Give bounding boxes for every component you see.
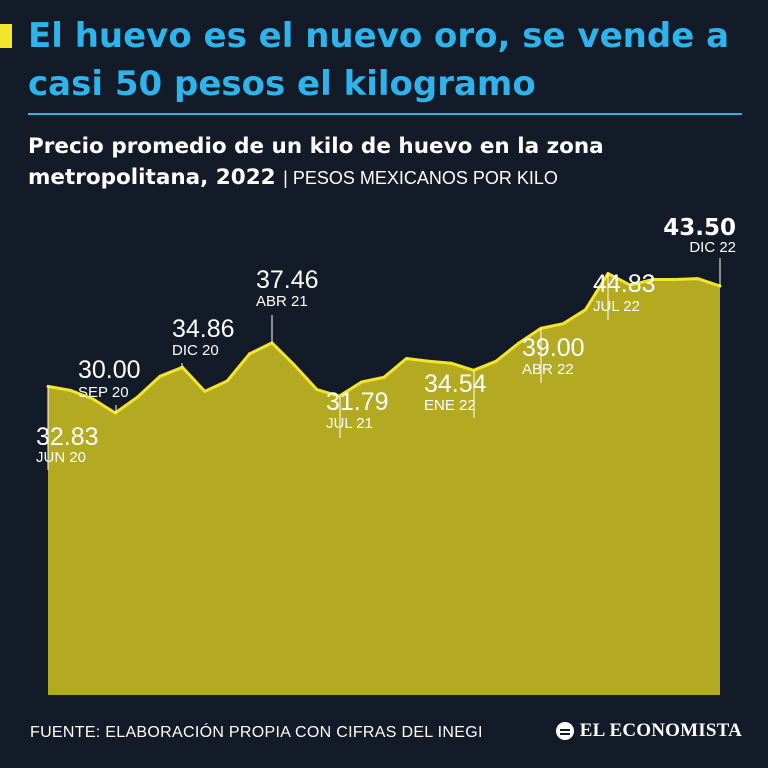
headline-rule — [28, 113, 742, 115]
data-point — [404, 357, 408, 360]
data-point — [136, 395, 140, 399]
data-label-date: SEP 20 — [78, 384, 129, 401]
data-point — [696, 277, 700, 281]
headline-accent-bar — [0, 24, 12, 48]
data-point — [225, 379, 229, 383]
data-label-value: 37.46 — [256, 266, 319, 294]
data-point — [673, 278, 677, 281]
data-point — [449, 361, 453, 365]
data-label-value: 39.00 — [522, 334, 585, 362]
brand-logo: EL ECONOMISTA — [555, 720, 742, 742]
data-point — [584, 308, 588, 312]
brand-name: EL ECONOMISTA — [579, 720, 742, 741]
data-point — [292, 363, 296, 367]
data-label-value: 30.00 — [78, 356, 141, 384]
data-point — [382, 375, 386, 379]
data-point — [91, 397, 95, 401]
data-label-date: DIC 20 — [172, 342, 219, 359]
chart-subtitle: Precio promedio de un kilo de huevo en l… — [28, 131, 748, 194]
data-label-value: 44.83 — [593, 270, 656, 298]
data-point — [315, 388, 319, 391]
data-label-value: 34.54 — [424, 370, 487, 398]
data-label-date: JUL 21 — [326, 415, 373, 432]
data-point — [248, 352, 252, 356]
data-point — [561, 322, 565, 326]
data-point — [494, 359, 498, 363]
data-point — [158, 374, 162, 378]
data-label-date: ENE 22 — [424, 397, 476, 414]
data-label-value: 34.86 — [172, 315, 235, 343]
headline: El huevo es el nuevo oro, se vende a cas… — [28, 16, 730, 104]
brand-icon — [555, 722, 574, 740]
data-label-value: 43.50 — [663, 215, 736, 241]
units-label: | PESOS MEXICANOS POR KILO — [283, 168, 558, 188]
data-point — [516, 341, 520, 345]
data-label-value: 31.79 — [326, 388, 389, 416]
data-label-date: JUN 20 — [36, 449, 86, 466]
area-fill — [48, 273, 720, 695]
data-point — [628, 283, 632, 287]
data-point — [68, 388, 72, 392]
data-label-date: DIC 22 — [689, 239, 736, 256]
data-label-date: JUL 22 — [593, 298, 640, 315]
data-point — [203, 389, 207, 393]
data-label-date: ABR 22 — [522, 361, 574, 378]
data-point — [651, 278, 655, 281]
data-label-date: ABR 21 — [256, 293, 308, 310]
source-note: FUENTE: ELABORACIÓN PROPIA CON CIFRAS DE… — [30, 724, 483, 741]
data-point — [427, 359, 431, 363]
data-label-value: 32.83 — [36, 423, 99, 451]
subtitle-text: Precio promedio de un kilo de huevo en l… — [28, 134, 604, 190]
data-point — [360, 380, 364, 384]
